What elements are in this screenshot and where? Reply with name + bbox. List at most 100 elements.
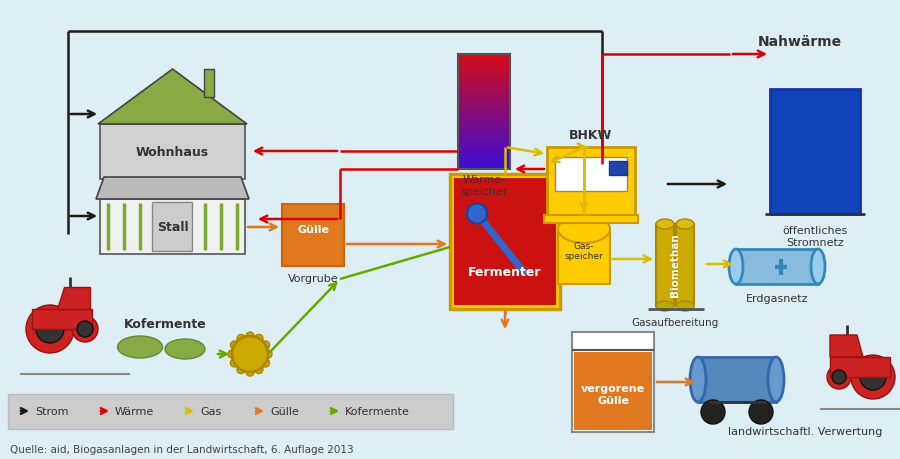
FancyBboxPatch shape (458, 120, 510, 124)
Circle shape (255, 366, 263, 374)
FancyBboxPatch shape (458, 108, 510, 113)
Polygon shape (830, 335, 863, 357)
Circle shape (467, 204, 487, 224)
Circle shape (827, 365, 851, 389)
FancyBboxPatch shape (458, 166, 510, 170)
FancyBboxPatch shape (458, 112, 510, 117)
FancyBboxPatch shape (458, 82, 510, 86)
FancyBboxPatch shape (544, 216, 638, 224)
FancyBboxPatch shape (458, 97, 510, 101)
FancyBboxPatch shape (770, 90, 860, 214)
Text: Gasaufbereitung: Gasaufbereitung (632, 317, 718, 327)
Circle shape (228, 350, 236, 358)
Ellipse shape (676, 219, 694, 230)
FancyBboxPatch shape (458, 101, 510, 106)
Circle shape (26, 305, 74, 353)
FancyBboxPatch shape (454, 179, 556, 305)
FancyBboxPatch shape (547, 148, 635, 216)
FancyBboxPatch shape (736, 249, 818, 285)
Circle shape (36, 315, 64, 343)
Ellipse shape (729, 249, 743, 285)
Ellipse shape (676, 302, 694, 311)
Text: Biomethan: Biomethan (670, 233, 680, 296)
Text: Gülle: Gülle (270, 406, 299, 416)
Circle shape (262, 359, 270, 367)
FancyBboxPatch shape (458, 70, 510, 75)
FancyBboxPatch shape (458, 151, 510, 155)
FancyBboxPatch shape (458, 93, 510, 98)
FancyBboxPatch shape (574, 352, 652, 430)
FancyBboxPatch shape (458, 135, 510, 140)
FancyBboxPatch shape (100, 125, 245, 179)
FancyBboxPatch shape (458, 74, 510, 78)
Circle shape (232, 336, 268, 372)
Circle shape (72, 316, 98, 342)
Text: BHKW: BHKW (570, 129, 613, 142)
FancyBboxPatch shape (458, 154, 510, 159)
Text: Kofermente: Kofermente (123, 318, 206, 331)
FancyBboxPatch shape (676, 224, 694, 306)
FancyBboxPatch shape (458, 128, 510, 132)
Text: Quelle: aid, Biogasanlagen in der Landwirtschaft, 6. Auflage 2013: Quelle: aid, Biogasanlagen in der Landwi… (10, 444, 354, 454)
Circle shape (237, 335, 245, 343)
Ellipse shape (656, 219, 674, 230)
Circle shape (860, 364, 886, 390)
Text: Gas-
speicher: Gas- speicher (564, 241, 603, 260)
FancyBboxPatch shape (282, 205, 344, 266)
Circle shape (701, 400, 725, 424)
Polygon shape (57, 287, 90, 309)
FancyBboxPatch shape (698, 357, 776, 402)
Text: Fermenter: Fermenter (468, 265, 542, 278)
Ellipse shape (811, 249, 825, 285)
Ellipse shape (118, 336, 163, 358)
FancyBboxPatch shape (458, 105, 510, 109)
FancyBboxPatch shape (100, 200, 245, 254)
FancyBboxPatch shape (458, 158, 510, 163)
Polygon shape (32, 309, 92, 329)
Circle shape (832, 370, 846, 384)
Ellipse shape (558, 216, 610, 243)
FancyBboxPatch shape (458, 55, 510, 60)
Text: Vorgrube: Vorgrube (288, 274, 338, 283)
Circle shape (230, 341, 238, 349)
Text: vergorene
Gülle: vergorene Gülle (580, 383, 645, 405)
Text: Kofermente: Kofermente (345, 406, 410, 416)
FancyBboxPatch shape (458, 85, 510, 90)
FancyBboxPatch shape (458, 139, 510, 144)
Polygon shape (98, 70, 247, 125)
Circle shape (264, 350, 272, 358)
FancyBboxPatch shape (458, 143, 510, 147)
Text: Gülle: Gülle (297, 224, 329, 234)
Circle shape (255, 335, 263, 343)
Circle shape (262, 341, 270, 349)
Text: öffentliches
Stromnetz: öffentliches Stromnetz (782, 226, 848, 247)
Circle shape (237, 366, 245, 374)
Circle shape (77, 321, 93, 337)
FancyBboxPatch shape (458, 62, 510, 67)
FancyBboxPatch shape (152, 202, 192, 252)
Text: Strom: Strom (35, 406, 68, 416)
FancyBboxPatch shape (572, 332, 654, 432)
FancyBboxPatch shape (574, 334, 652, 352)
Text: landwirtschaftl. Verwertung: landwirtschaftl. Verwertung (728, 426, 882, 436)
FancyBboxPatch shape (458, 59, 510, 63)
FancyBboxPatch shape (555, 157, 627, 191)
Ellipse shape (165, 339, 205, 359)
FancyBboxPatch shape (458, 162, 510, 167)
FancyBboxPatch shape (458, 67, 510, 71)
FancyBboxPatch shape (8, 394, 453, 429)
Circle shape (246, 368, 254, 376)
Circle shape (230, 359, 238, 367)
Circle shape (246, 332, 254, 340)
FancyBboxPatch shape (458, 124, 510, 129)
FancyBboxPatch shape (656, 224, 674, 306)
FancyBboxPatch shape (450, 174, 560, 309)
Ellipse shape (690, 357, 706, 402)
Text: Wärme: Wärme (115, 406, 154, 416)
FancyBboxPatch shape (609, 162, 627, 176)
Text: Erdgasnetz: Erdgasnetz (746, 293, 808, 303)
Ellipse shape (656, 302, 674, 311)
FancyBboxPatch shape (458, 90, 510, 94)
Text: Nahwärme: Nahwärme (758, 35, 842, 49)
Text: Wärme-
speicher: Wärme- speicher (460, 175, 508, 196)
